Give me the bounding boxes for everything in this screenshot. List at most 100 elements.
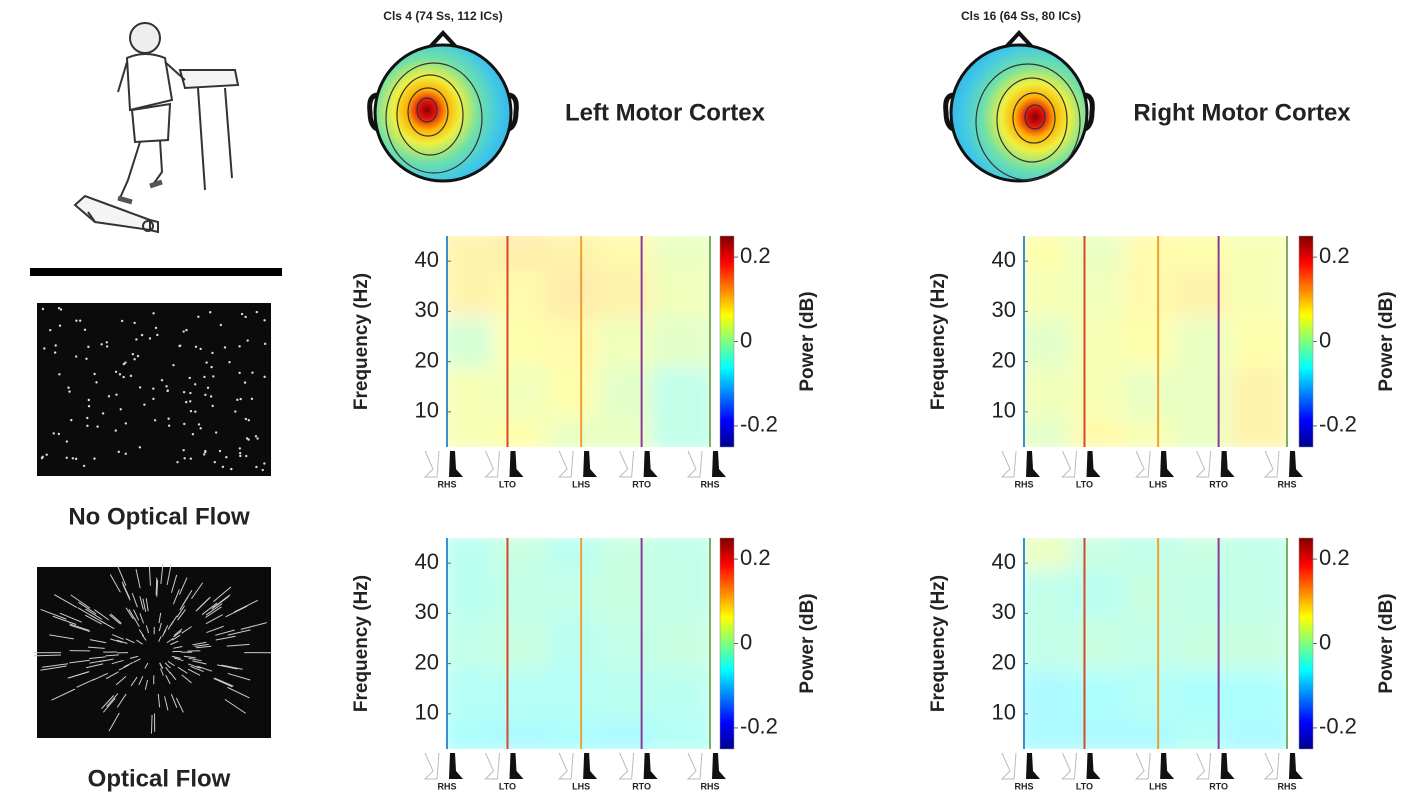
flow-streak (155, 577, 158, 595)
star (245, 437, 249, 440)
ersp-panel: RHS LTO LHS RTO RHS 10 20 30 40 Frequency (Hz) -0.… (928, 235, 1397, 489)
leg-outline (1263, 752, 1280, 780)
colorbar-tick-label: 0 (1319, 327, 1331, 352)
event-label: RTO (632, 479, 651, 489)
leg-icon (1220, 451, 1235, 477)
star (210, 365, 213, 369)
flow-streak (166, 637, 174, 644)
flow-streak (85, 608, 103, 620)
flow-streak (159, 662, 164, 669)
leg-icon (449, 753, 463, 779)
star (152, 397, 155, 401)
star (193, 383, 197, 386)
leg-icon (449, 451, 463, 477)
leg-icon (643, 451, 658, 477)
star (214, 431, 218, 434)
topomap: Cls 16 (64 Ss, 80 ICs) Right Motor Corte… (943, 9, 1351, 183)
condition-label: No Optical Flow (68, 503, 250, 530)
star (199, 347, 202, 351)
y-axis-label: Frequency (Hz) (351, 273, 372, 410)
star (185, 400, 188, 404)
star (244, 315, 247, 319)
leg-icon (712, 753, 726, 779)
star (225, 456, 228, 459)
star (70, 418, 73, 422)
event-label: RTO (1209, 479, 1228, 489)
flow-streak (129, 655, 139, 659)
star (182, 390, 186, 394)
flow-streak (106, 693, 119, 707)
star (65, 440, 69, 443)
star (124, 422, 128, 425)
divider (30, 268, 282, 276)
star (115, 393, 118, 396)
flow-streak (110, 638, 123, 644)
star (255, 310, 258, 314)
flow-streak (164, 662, 171, 669)
leg-outline (1061, 752, 1077, 780)
flow-streak (85, 663, 104, 669)
flow-streak (116, 639, 128, 644)
y-tick-label: 40 (992, 247, 1016, 272)
star (261, 468, 264, 472)
event-label: RTO (1209, 781, 1228, 791)
star (133, 321, 136, 325)
flow-streak (69, 659, 90, 664)
flow-streak (101, 695, 115, 710)
flow-streak (141, 634, 147, 641)
flow-streak (157, 693, 161, 708)
star (117, 450, 120, 454)
leg-outline (484, 752, 500, 780)
flow-streak (188, 657, 202, 662)
star (53, 351, 57, 354)
leg-outline (484, 450, 500, 478)
star (199, 427, 202, 430)
star (43, 347, 46, 350)
star (129, 374, 133, 378)
flow-streak (42, 663, 69, 668)
flow-streak (192, 641, 207, 646)
star (219, 323, 223, 327)
star (82, 464, 86, 468)
event-label: RHS (1277, 479, 1296, 489)
flow-streak (53, 594, 78, 609)
cluster-label: Cls 16 (64 Ss, 80 ICs) (961, 9, 1081, 23)
event-label: RHS (1014, 479, 1033, 489)
leg-outline (423, 752, 440, 780)
flow-streak (177, 609, 186, 621)
flow-streak (176, 605, 185, 618)
flow-streak (227, 686, 250, 699)
colorbar-tick-label: -0.2 (1319, 412, 1357, 437)
flow-streak (196, 596, 211, 611)
event-label: RHS (437, 781, 456, 791)
star (178, 344, 182, 347)
star (230, 467, 233, 471)
flow-streak (172, 589, 180, 605)
leg-outline (1134, 752, 1151, 780)
flow-streak (233, 599, 259, 613)
star (58, 324, 62, 327)
flow-streak (181, 674, 192, 684)
leg-outline (1195, 752, 1212, 780)
star (160, 379, 164, 382)
flow-streak (158, 622, 162, 632)
star (263, 342, 267, 346)
leg-icon (1086, 753, 1101, 779)
flow-streak (121, 581, 131, 599)
star (140, 333, 144, 337)
star (124, 361, 127, 364)
flow-streak (214, 677, 234, 687)
star (100, 343, 103, 346)
star (204, 450, 207, 454)
flow-streak (40, 608, 67, 620)
condition-label: Optical Flow (88, 765, 231, 792)
flow-streak (181, 626, 192, 634)
colorbar-tick-label: 0.2 (1319, 545, 1350, 570)
cell-layer (447, 538, 710, 749)
flow-streak (187, 663, 201, 669)
cells (447, 236, 710, 447)
colorbar-label: Power (dB) (797, 593, 818, 693)
ersp-panel: RHS LTO LHS RTO RHS 10 20 30 40 Frequency (Hz) -0.… (351, 235, 818, 489)
event-label: LHS (572, 781, 590, 791)
star (156, 333, 159, 337)
